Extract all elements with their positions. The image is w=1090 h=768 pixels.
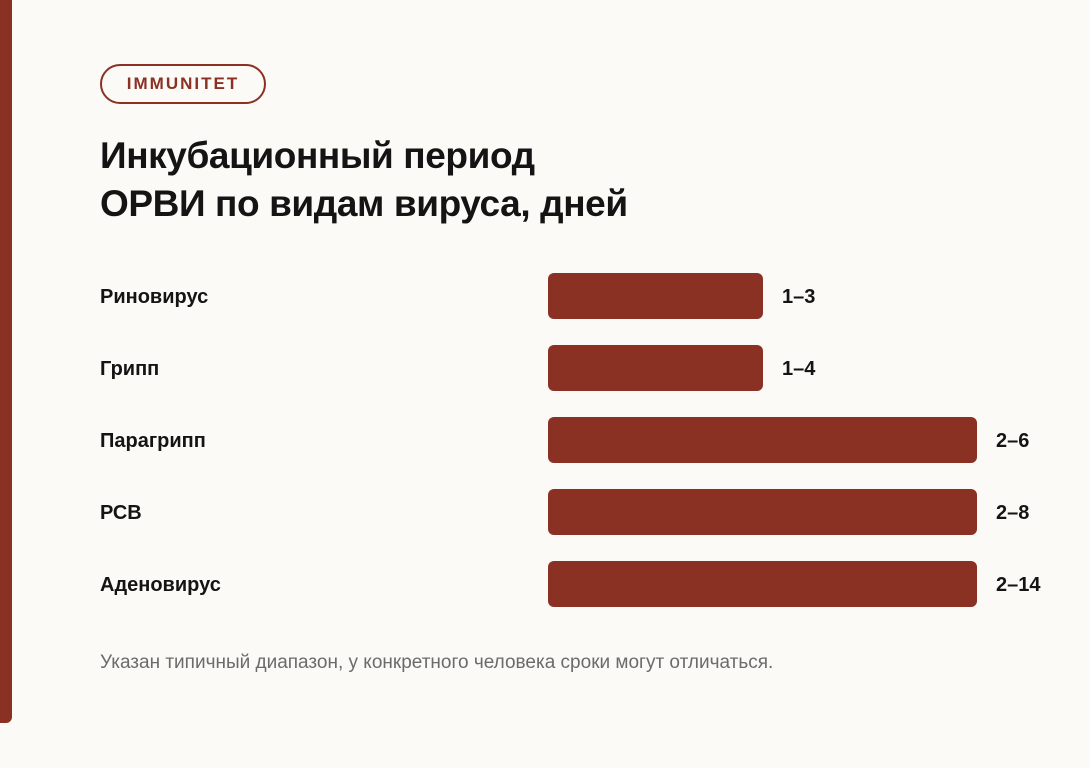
bar (548, 561, 977, 607)
chart-title-line-1: Инкубационный период (100, 135, 535, 176)
category-label: РСВ (100, 502, 142, 524)
value-label: 1–4 (782, 358, 816, 380)
value-label: 2–8 (996, 502, 1029, 524)
chart-title: Инкубационный период ОРВИ по видам вирус… (100, 132, 1000, 228)
bar-chart: Риновирус 1–3 Грипп 1–4 Парагрипп 2–6 РСВ 2–8 Ад… (100, 273, 1041, 607)
bar (548, 489, 977, 535)
category-label: Парагрипп (100, 430, 206, 452)
chart-title-line-2: ОРВИ по видам вируса, дней (100, 183, 628, 224)
bar (548, 273, 763, 319)
chart-footnote: Указан типичный диапазон, у конкретного … (100, 652, 774, 673)
category-label: Аденовирус (100, 574, 221, 596)
value-label: 2–6 (996, 430, 1029, 452)
bar (548, 417, 977, 463)
value-label: 2–14 (996, 574, 1041, 596)
accent-bar (0, 0, 12, 723)
category-label: Грипп (100, 358, 159, 380)
bar (548, 345, 763, 391)
value-label: 1–3 (782, 286, 815, 308)
brand-badge: IMMUNITET (100, 64, 266, 104)
category-label: Риновирус (100, 286, 208, 308)
